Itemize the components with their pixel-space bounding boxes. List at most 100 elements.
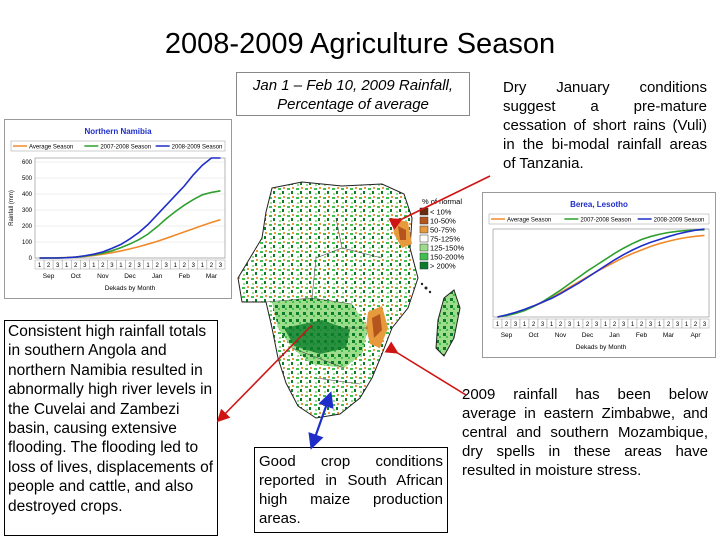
- dekad-label: 2: [74, 263, 78, 269]
- month-label: Feb: [636, 332, 648, 339]
- legend-label: 150-200%: [430, 253, 465, 262]
- tanzania-annotation: Dry January conditions suggest a pre-mat…: [498, 76, 712, 180]
- legend-swatch: [419, 243, 429, 252]
- dekad-label: 2: [586, 322, 590, 328]
- y-tick-label: 500: [22, 176, 33, 182]
- dekad-label: 1: [201, 263, 205, 269]
- dekad-label: 1: [496, 322, 500, 328]
- legend-label: < 10%: [430, 208, 452, 217]
- chart-legend: Average Season 2007-2008 Season 2008-2009 …: [10, 140, 226, 152]
- month-label: Mar: [663, 332, 675, 339]
- series-line: [39, 157, 221, 259]
- legend-label: > 200%: [430, 262, 456, 271]
- dekad-label: 1: [523, 322, 527, 328]
- y-tick-label: 300: [22, 208, 33, 214]
- dekad-label: 1: [550, 322, 554, 328]
- dekad-label: 3: [676, 322, 680, 328]
- month-label: Sep: [501, 332, 513, 339]
- y-tick-label: 100: [22, 240, 33, 246]
- dekad-label: 2: [155, 263, 159, 269]
- legend-entry: 2008-2009 Season: [172, 145, 223, 151]
- dekad-label: 1: [119, 263, 123, 269]
- dekad-label: 2: [532, 322, 536, 328]
- dekad-label: 1: [577, 322, 581, 328]
- dekad-label: 3: [568, 322, 572, 328]
- legend-entry: Average Season: [507, 218, 551, 224]
- dekad-label: 1: [658, 322, 662, 328]
- berea-lesotho-chart: Berea, Lesotho Average Season 2007-2008 Se…: [482, 192, 716, 358]
- legend-entry: Average Season: [29, 145, 73, 151]
- dekad-label: 3: [595, 322, 599, 328]
- map-legend-title: % of normal: [422, 197, 462, 206]
- month-label: Sep: [43, 273, 55, 280]
- dekad-label: 3: [110, 263, 114, 269]
- month-label: Dec: [582, 332, 594, 339]
- dekad-label: 3: [541, 322, 545, 328]
- legend-swatch: [419, 234, 429, 243]
- y-tick-label: 200: [22, 224, 33, 230]
- country-borders: [265, 217, 383, 385]
- dekad-label: 1: [146, 263, 150, 269]
- namibia-annotation: Consistent high rainfall totals in south…: [4, 320, 218, 536]
- series-line: [497, 228, 705, 318]
- legend-label: 50-75%: [430, 226, 456, 235]
- dekad-label: 2: [128, 263, 132, 269]
- rainfall-map-svg: % of normal < 10%10-50%50-75%75-125%125-…: [237, 181, 465, 419]
- legend-label: 125-150%: [430, 244, 465, 253]
- legend-swatch: [419, 261, 429, 270]
- dekad-label: 3: [514, 322, 518, 328]
- map-caption-line2: Percentage of average: [277, 96, 429, 113]
- map-caption-line1: Jan 1 – Feb 10, 2009 Rainfall,: [252, 77, 454, 94]
- dekad-label: 3: [649, 322, 653, 328]
- x-axis-label: Dekads by Month: [105, 285, 156, 292]
- legend-swatch: [419, 225, 429, 234]
- page-title: 2008-2009 Agriculture Season: [164, 28, 556, 60]
- northern-namibia-chart-svg: Northern Namibia Average Season 2007-2008 …: [9, 127, 226, 292]
- dekad-label: 2: [640, 322, 644, 328]
- series-line: [497, 229, 705, 318]
- dekad-label: 3: [703, 322, 707, 328]
- month-label: Jan: [152, 273, 163, 280]
- legend-entry: 2008-2009 Season: [654, 218, 705, 224]
- zimbabwe-mozambique-annotation: 2009 rainfall has been below average in …: [458, 383, 712, 503]
- chart-title: Northern Namibia: [84, 127, 152, 136]
- dekad-label: 2: [47, 263, 51, 269]
- dekad-label: 3: [83, 263, 87, 269]
- dekad-label: 1: [65, 263, 69, 269]
- month-label: Nov: [97, 273, 109, 280]
- month-label: Oct: [528, 332, 538, 339]
- map-caption-box: Jan 1 – Feb 10, 2009 Rainfall, Percentag…: [236, 72, 470, 116]
- madagascar: [435, 289, 461, 357]
- dekad-label: 2: [559, 322, 563, 328]
- northern-namibia-chart: Northern Namibia Average Season 2007-2008 …: [4, 119, 232, 299]
- month-label: Nov: [555, 332, 567, 339]
- dekad-label: 2: [694, 322, 698, 328]
- dekad-label: 2: [667, 322, 671, 328]
- dekad-label: 3: [622, 322, 626, 328]
- dekad-label: 1: [604, 322, 608, 328]
- legend-swatch: [419, 207, 429, 216]
- month-label: Mar: [206, 273, 218, 280]
- y-axis-label: Rainfall (mm): [9, 190, 15, 226]
- legend-label: 10-50%: [430, 217, 456, 226]
- chart-legend: Average Season 2007-2008 Season 2008-2009 …: [488, 213, 710, 225]
- legend-swatch: [419, 252, 429, 261]
- month-label: Dec: [124, 273, 136, 280]
- x-axis-label: Dekads by Month: [576, 344, 627, 351]
- africa-landmass: [237, 181, 419, 419]
- legend-entry: 2007-2008 Season: [580, 218, 631, 224]
- map-legend: % of normal < 10%10-50%50-75%75-125%125-…: [419, 197, 465, 271]
- y-tick-label: 600: [22, 160, 33, 166]
- dekad-label: 2: [505, 322, 509, 328]
- dekad-label: 1: [631, 322, 635, 328]
- month-label: Oct: [71, 273, 81, 280]
- dekad-label: 3: [56, 263, 60, 269]
- berea-lesotho-chart-svg: Berea, Lesotho Average Season 2007-2008 Se…: [488, 200, 710, 351]
- series-line: [39, 190, 221, 259]
- dekad-label: 3: [165, 263, 169, 269]
- legend-label: 75-125%: [430, 235, 460, 244]
- chart-title: Berea, Lesotho: [570, 200, 628, 209]
- dekad-label: 2: [613, 322, 617, 328]
- series-line: [497, 234, 705, 318]
- dekad-label: 1: [174, 263, 178, 269]
